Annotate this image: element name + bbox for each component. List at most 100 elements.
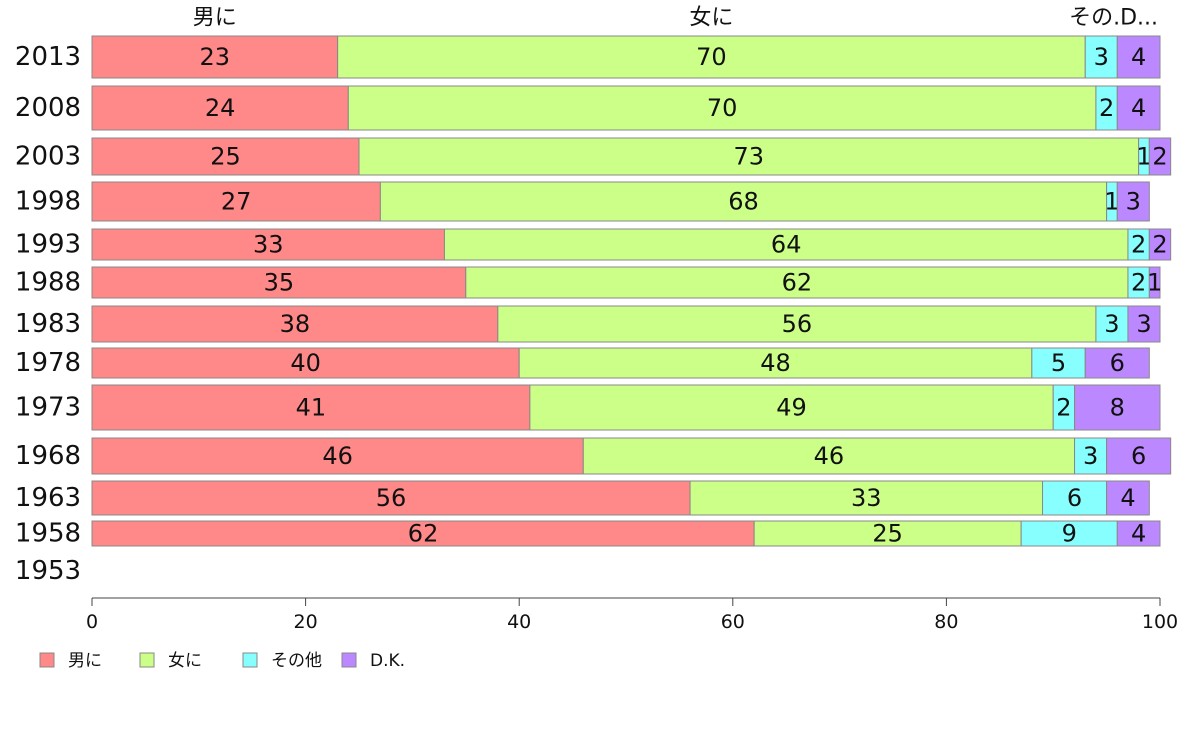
data-label: 3 bbox=[1083, 442, 1098, 470]
bar-segment bbox=[91, 181, 381, 222]
data-label: 46 bbox=[814, 442, 845, 470]
data-label: 70 bbox=[696, 43, 727, 71]
bar-segment bbox=[1074, 437, 1108, 475]
data-label: 2 bbox=[1131, 269, 1146, 297]
bar-segment bbox=[1084, 347, 1150, 379]
data-label: 68 bbox=[728, 188, 759, 216]
data-label: 8 bbox=[1110, 394, 1125, 422]
category-label: 2008 bbox=[15, 93, 81, 123]
bar-segment bbox=[1116, 181, 1150, 222]
data-label: 6 bbox=[1067, 484, 1082, 512]
category-label: 1958 bbox=[15, 519, 81, 549]
category-label: 1983 bbox=[15, 309, 81, 339]
data-label: 70 bbox=[707, 94, 738, 122]
data-label: 3 bbox=[1104, 310, 1119, 338]
category-label: 1953 bbox=[15, 556, 81, 586]
data-label: 56 bbox=[782, 310, 813, 338]
data-label: 33 bbox=[851, 484, 882, 512]
bar-segment bbox=[91, 437, 584, 475]
legend-swatch bbox=[139, 652, 155, 668]
data-label: 64 bbox=[771, 231, 802, 259]
category-label: 2003 bbox=[15, 142, 81, 172]
legend-label: 男に bbox=[68, 651, 102, 671]
data-label: 1 bbox=[1136, 143, 1151, 171]
bar-segment bbox=[1106, 480, 1150, 516]
data-label: 4 bbox=[1120, 484, 1135, 512]
data-label: 35 bbox=[264, 269, 295, 297]
data-label: 5 bbox=[1051, 349, 1066, 377]
bar-segment bbox=[689, 480, 1044, 516]
data-label: 62 bbox=[408, 520, 439, 548]
legend-swatch bbox=[341, 652, 357, 668]
legend-swatch bbox=[39, 652, 55, 668]
bar-segment bbox=[518, 347, 1033, 379]
bar-segment bbox=[529, 384, 1054, 431]
top-label: その.D... bbox=[1069, 6, 1158, 31]
bar-segment bbox=[1116, 85, 1161, 131]
legend-label: D.K. bbox=[370, 651, 405, 671]
data-label: 2 bbox=[1099, 94, 1114, 122]
x-tick-label: 60 bbox=[721, 611, 745, 633]
data-label: 2 bbox=[1056, 394, 1071, 422]
x-tick-label: 100 bbox=[1142, 611, 1178, 633]
data-label: 2 bbox=[1131, 231, 1146, 259]
data-label: 2 bbox=[1152, 143, 1167, 171]
bar-segment bbox=[582, 437, 1076, 475]
bar-segment bbox=[1116, 520, 1161, 547]
category-label: 1968 bbox=[15, 441, 81, 471]
bar-segment bbox=[91, 384, 531, 431]
legend-label: その他 bbox=[271, 651, 322, 671]
data-label: 6 bbox=[1110, 349, 1125, 377]
bar-segment bbox=[1084, 35, 1118, 79]
x-tick-label: 80 bbox=[934, 611, 958, 633]
data-label: 4 bbox=[1131, 43, 1146, 71]
bar-segment bbox=[1148, 137, 1172, 176]
data-label: 9 bbox=[1062, 520, 1077, 548]
data-label: 23 bbox=[200, 43, 231, 71]
data-label: 73 bbox=[734, 143, 765, 171]
category-label: 1978 bbox=[15, 348, 81, 378]
data-label: 33 bbox=[253, 231, 284, 259]
data-label: 4 bbox=[1131, 94, 1146, 122]
data-label: 25 bbox=[872, 520, 903, 548]
bar-segment bbox=[91, 266, 467, 299]
category-label: 1973 bbox=[15, 393, 81, 423]
data-label: 56 bbox=[376, 484, 407, 512]
data-label: 3 bbox=[1094, 43, 1109, 71]
category-label: 1998 bbox=[15, 187, 81, 217]
bar-segment bbox=[91, 520, 755, 547]
bar-segment bbox=[1095, 305, 1129, 343]
bar-segment bbox=[1116, 35, 1161, 79]
data-label: 62 bbox=[782, 269, 813, 297]
bar-segment bbox=[337, 35, 1086, 79]
top-label: 男に bbox=[193, 6, 237, 31]
data-label: 46 bbox=[322, 442, 353, 470]
bar-segment bbox=[91, 137, 360, 176]
bar-segment bbox=[347, 85, 1097, 131]
data-label: 3 bbox=[1136, 310, 1151, 338]
x-tick-label: 0 bbox=[86, 611, 98, 633]
data-label: 4 bbox=[1131, 520, 1146, 548]
bar-segment bbox=[358, 137, 1140, 176]
bar-segment bbox=[91, 85, 349, 131]
data-label: 1 bbox=[1104, 188, 1119, 216]
category-label: 1963 bbox=[15, 483, 81, 513]
data-label: 25 bbox=[210, 143, 241, 171]
bar-segment bbox=[1020, 520, 1118, 547]
bar-segment bbox=[91, 480, 691, 516]
data-label: 24 bbox=[205, 94, 236, 122]
bar-segment bbox=[1127, 305, 1161, 343]
category-label: 1988 bbox=[15, 268, 81, 298]
bar-segment bbox=[1148, 266, 1161, 299]
legend-swatch bbox=[242, 652, 258, 668]
data-label: 41 bbox=[296, 394, 327, 422]
data-label: 40 bbox=[290, 349, 321, 377]
bar-segment bbox=[1148, 228, 1172, 261]
x-tick-label: 40 bbox=[507, 611, 531, 633]
category-label: 1993 bbox=[15, 230, 81, 260]
bar-segment bbox=[1031, 347, 1086, 379]
bar-segment bbox=[91, 35, 339, 79]
data-label: 27 bbox=[221, 188, 252, 216]
